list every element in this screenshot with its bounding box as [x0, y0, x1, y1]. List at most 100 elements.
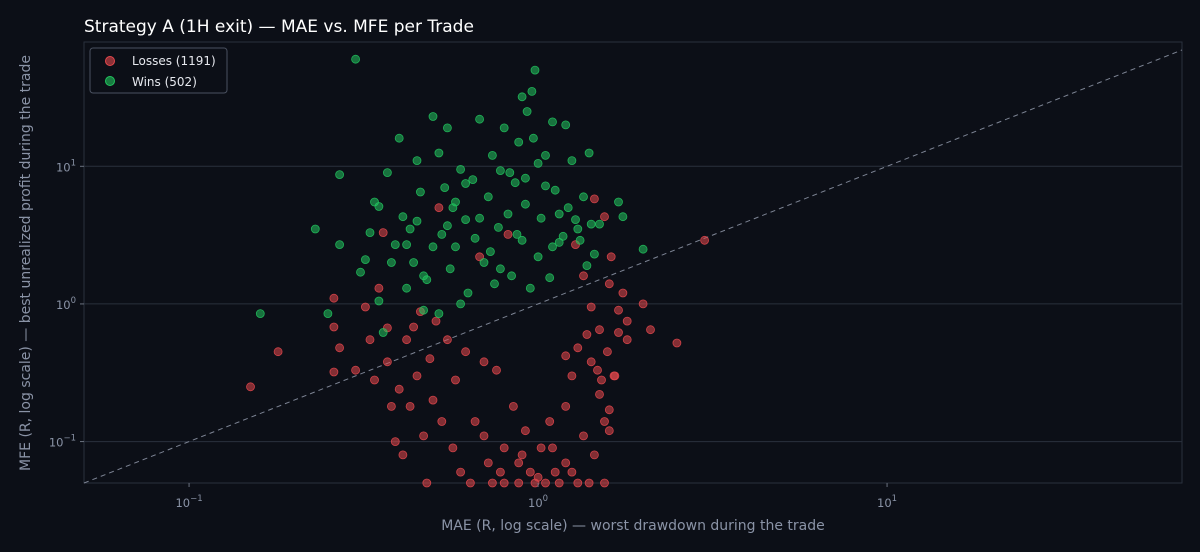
- win-point: [409, 258, 419, 267]
- win-point: [521, 173, 530, 183]
- win-point: [510, 178, 520, 188]
- loss-point: [434, 203, 444, 213]
- loss-point: [590, 450, 599, 460]
- win-point: [442, 123, 452, 133]
- x-tick-label: 100: [528, 494, 548, 510]
- loss-point: [586, 302, 596, 312]
- win-point: [541, 181, 550, 191]
- win-point: [618, 212, 628, 222]
- loss-point: [382, 357, 392, 367]
- win-point: [470, 233, 480, 243]
- y-tick-label: 101: [56, 158, 76, 174]
- win-point: [527, 87, 537, 96]
- win-point: [586, 219, 596, 229]
- win-point: [530, 65, 540, 75]
- loss-point: [582, 330, 592, 339]
- plot-area: [83, 41, 1183, 484]
- loss-point: [499, 478, 509, 488]
- win-point: [461, 215, 471, 225]
- win-point: [468, 175, 478, 185]
- loss-point: [394, 384, 404, 394]
- loss-point: [479, 431, 489, 441]
- loss-point: [638, 299, 648, 309]
- win-point: [614, 197, 623, 207]
- loss-point: [425, 354, 435, 364]
- win-point: [351, 54, 361, 64]
- win-point: [490, 279, 499, 289]
- loss-point: [428, 395, 438, 405]
- win-point: [503, 209, 513, 219]
- win-point: [378, 328, 388, 337]
- win-point: [582, 261, 592, 271]
- loss-point: [456, 467, 466, 477]
- loss-point: [370, 375, 379, 385]
- win-point: [584, 148, 594, 158]
- loss-point: [487, 478, 497, 488]
- win-point: [514, 137, 524, 147]
- win-point: [499, 123, 509, 133]
- win-point: [412, 216, 422, 226]
- win-point: [522, 107, 532, 116]
- loss-point: [390, 437, 400, 447]
- win-point: [483, 192, 493, 202]
- win-point: [638, 244, 648, 254]
- win-point: [505, 168, 515, 178]
- loss-point: [351, 365, 361, 375]
- loss-point: [365, 335, 375, 345]
- diagonal-reference-line: [83, 49, 1183, 484]
- loss-point: [386, 401, 396, 411]
- loss-point: [437, 417, 447, 426]
- legend-label-losses: Losses (1191): [132, 54, 216, 68]
- win-point: [495, 166, 505, 176]
- win-point: [525, 283, 535, 293]
- y-tick-label: 100: [56, 296, 76, 312]
- win-point: [550, 185, 560, 195]
- win-point: [517, 92, 527, 102]
- chart-title: Strategy A (1H exit) — MAE vs. MFE per T…: [84, 17, 474, 37]
- loss-point: [329, 322, 339, 332]
- loss-point: [273, 347, 283, 357]
- x-tick-label: 10−1: [175, 494, 202, 510]
- loss-point: [604, 426, 614, 436]
- y-axis-label: MFE (R, log scale) — best unrealized pro…: [18, 55, 34, 471]
- win-point: [536, 213, 546, 223]
- loss-point: [475, 252, 485, 262]
- loss-point: [545, 417, 555, 426]
- win-point: [554, 237, 564, 247]
- loss-point: [483, 458, 493, 468]
- win-point: [461, 179, 471, 188]
- loss-point: [412, 371, 422, 381]
- loss-point: [503, 229, 513, 239]
- loss-point: [442, 335, 452, 345]
- win-point: [310, 224, 320, 234]
- win-point: [440, 183, 450, 193]
- loss-point: [521, 426, 530, 436]
- win-point: [428, 242, 438, 252]
- loss-point: [604, 405, 614, 415]
- loss-point: [398, 450, 408, 460]
- loss-point: [573, 343, 583, 353]
- loss-point: [431, 316, 441, 326]
- loss-point: [584, 478, 594, 488]
- loss-point: [517, 450, 527, 460]
- loss-point: [550, 467, 560, 477]
- loss-point: [422, 478, 432, 488]
- win-point: [575, 235, 585, 245]
- win-point: [545, 273, 555, 283]
- loss-point: [329, 367, 339, 377]
- loss-point: [600, 417, 609, 426]
- win-point: [437, 229, 447, 239]
- win-point: [419, 305, 429, 315]
- grid-lines: [84, 165, 1182, 443]
- win-point: [463, 288, 473, 298]
- win-point: [390, 240, 400, 250]
- win-point: [456, 299, 466, 309]
- win-point: [475, 213, 485, 223]
- loss-point: [548, 443, 557, 453]
- loss-point: [573, 478, 583, 488]
- loss-point: [614, 328, 623, 337]
- y-tick-label: 10−1: [49, 434, 76, 450]
- win-point: [579, 192, 588, 202]
- win-point: [434, 148, 444, 158]
